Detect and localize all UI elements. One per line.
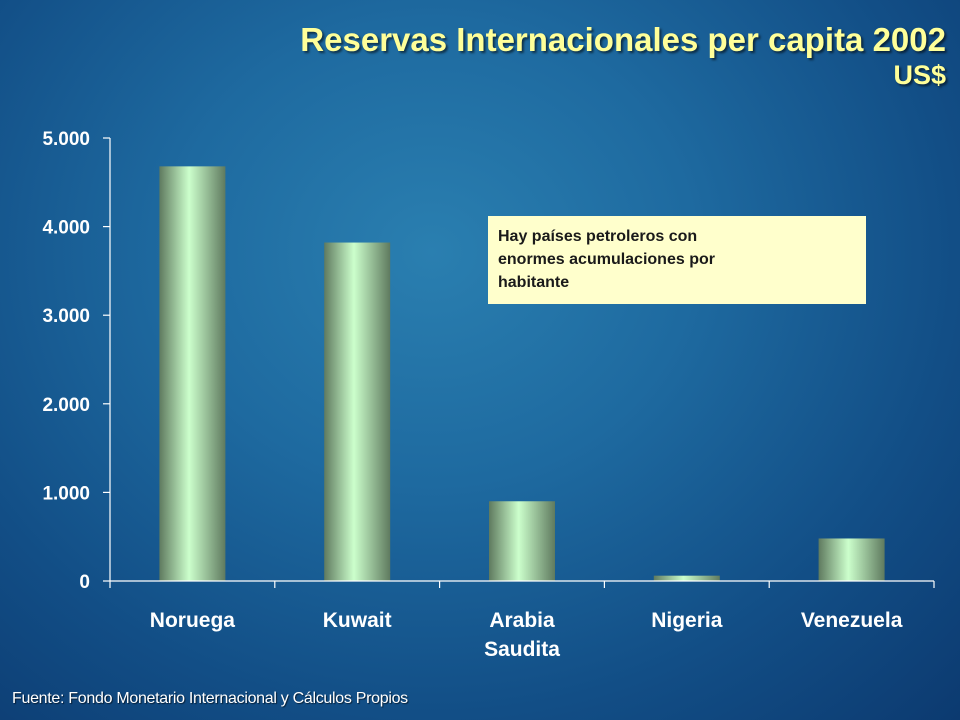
x-tick-label: Arabia xyxy=(489,609,555,632)
annotation-callout: Hay países petroleros con enormes acumul… xyxy=(488,216,866,304)
title-block: Reservas Internacionales per capita 2002… xyxy=(300,20,946,90)
annotation-line: Hay países petroleros con xyxy=(498,228,698,245)
annotation-line: enormes acumulaciones por xyxy=(498,251,715,268)
y-tick-label: 2.000 xyxy=(42,395,90,416)
x-tick-label: Noruega xyxy=(150,609,236,632)
bar xyxy=(324,242,391,581)
y-tick-label: 1.000 xyxy=(42,483,90,504)
chart-title: Reservas Internacionales per capita 2002 xyxy=(300,21,946,58)
bar xyxy=(159,166,226,582)
y-tick-label: 5.000 xyxy=(42,129,90,150)
y-tick-label: 3.000 xyxy=(42,306,90,327)
source-note: Fuente: Fondo Monetario Internacional y … xyxy=(12,690,408,707)
bar xyxy=(818,538,885,581)
x-tick-label: Nigeria xyxy=(651,609,723,632)
bars-layer xyxy=(159,166,885,582)
axis-layer: 0 1.000 2.000 3.000 4.000 5.000 Noruega Kuwait A… xyxy=(42,129,935,661)
bar xyxy=(653,575,720,581)
annotation-line: habitante xyxy=(498,274,570,291)
x-tick-label: Venezuela xyxy=(801,609,903,632)
x-tick-label: Kuwait xyxy=(323,609,392,632)
y-tick-label: 4.000 xyxy=(42,218,90,239)
chart-subtitle: US$ xyxy=(893,60,946,90)
bar xyxy=(489,501,555,581)
y-tick-label: 0 xyxy=(79,572,90,593)
x-tick-label: Saudita xyxy=(484,638,560,661)
